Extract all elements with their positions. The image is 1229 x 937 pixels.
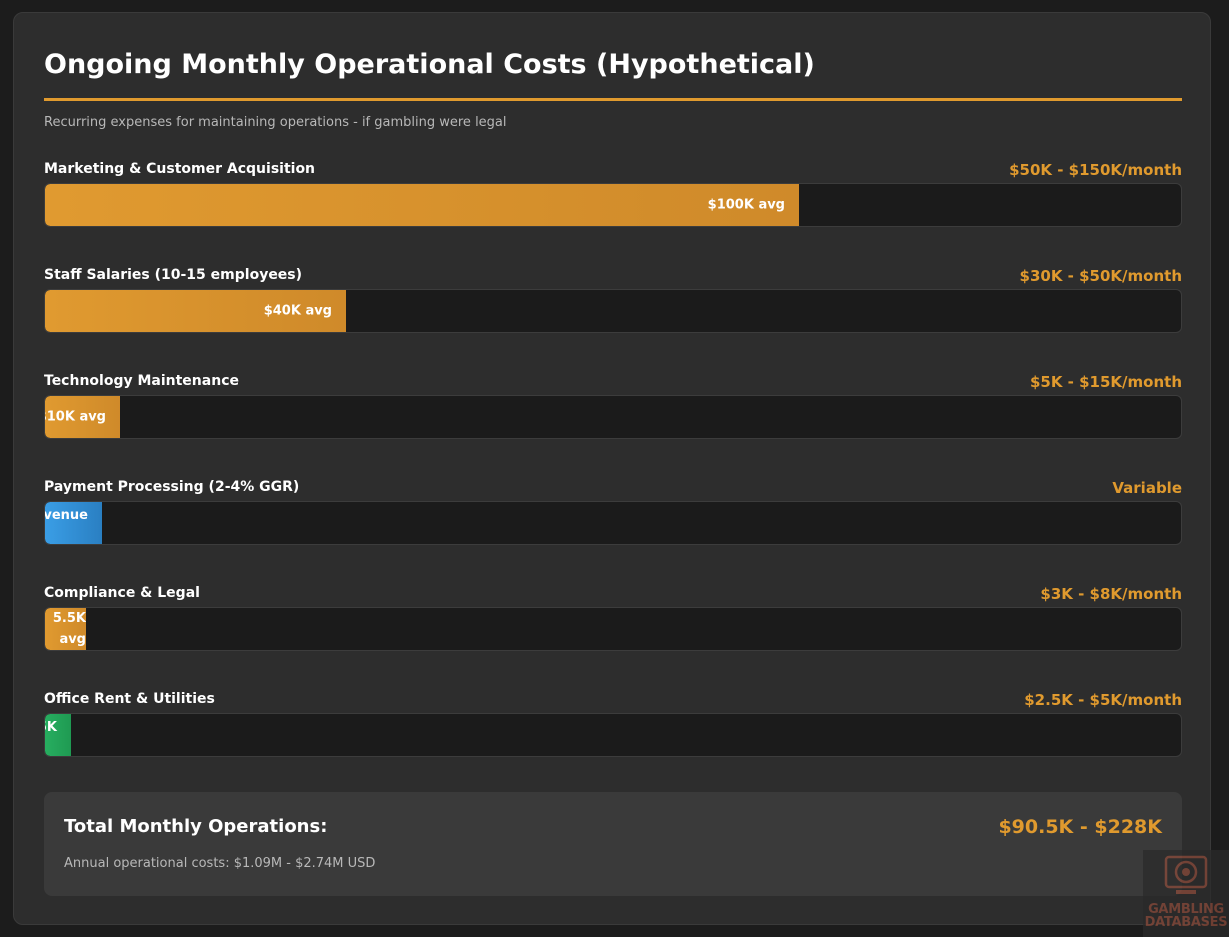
title-divider <box>44 98 1182 101</box>
bar: 5K <box>45 714 71 756</box>
bar-track: 5.5K avg <box>44 607 1182 651</box>
cost-row: Technology Maintenance $5K - $15K/month $1… <box>44 373 1182 459</box>
cost-range-label: $30K - $50K/month <box>1019 267 1182 285</box>
cost-row: Staff Salaries (10-15 employees) $30K - $… <box>44 267 1182 353</box>
watermark-text-databases: DATABASES <box>1144 915 1228 930</box>
cost-range-label: $3K - $8K/month <box>1040 585 1182 603</box>
bar-track: 5K <box>44 713 1182 757</box>
cost-range-label: $2.5K - $5K/month <box>1024 691 1182 709</box>
category-label: Payment Processing (2-4% GGR) <box>44 479 300 495</box>
cost-range-label: $5K - $15K/month <box>1029 373 1182 391</box>
chart-subtitle: Recurring expenses for maintaining opera… <box>44 115 507 130</box>
category-label: Compliance & Legal <box>44 585 200 601</box>
cost-row: Compliance & Legal $3K - $8K/month 5.5K av… <box>44 585 1182 671</box>
bar: $100K avg <box>45 184 799 226</box>
bar-track: $10K avg <box>44 395 1182 439</box>
category-label: Technology Maintenance <box>44 373 239 389</box>
bar-track: $100K avg <box>44 183 1182 227</box>
category-label: Marketing & Customer Acquisition <box>44 161 316 177</box>
total-label: Total Monthly Operations: <box>64 816 328 837</box>
bar: $40K avg <box>45 290 346 332</box>
bar-value-label: $10K avg <box>45 409 106 425</box>
cost-row: Marketing & Customer Acquisition $50K - $… <box>44 161 1182 247</box>
chart-title: Ongoing Monthly Operational Costs (Hypot… <box>44 49 815 80</box>
category-label: Office Rent & Utilities <box>44 691 215 707</box>
bar-value-label: $40K avg <box>263 303 332 319</box>
cost-row: Office Rent & Utilities $2.5K - $5K/month… <box>44 691 1182 777</box>
cost-row: Payment Processing (2-4% GGR) Variable eve… <box>44 479 1182 565</box>
cost-range-label: Variable <box>1112 479 1182 497</box>
watermark-logo: GAMBLING DATABASES <box>1143 850 1229 937</box>
bar-value-label: 5K <box>45 720 57 735</box>
category-label: Staff Salaries (10-15 employees) <box>44 267 303 283</box>
annual-cost-note: Annual operational costs: $1.09M - $2.74… <box>64 856 376 871</box>
poker-chip-computer-icon <box>1164 855 1208 894</box>
bar: 5.5K avg <box>45 608 86 650</box>
bar-value-label: 5.5K avg <box>52 611 86 647</box>
chart-card: Ongoing Monthly Operational Costs (Hypot… <box>13 12 1211 925</box>
bar-value-label: $100K avg <box>707 197 785 213</box>
bar: $10K avg <box>45 396 120 438</box>
cost-range-label: $50K - $150K/month <box>1009 161 1182 179</box>
total-summary: Total Monthly Operations: $90.5K - $228K… <box>44 792 1182 896</box>
total-value: $90.5K - $228K <box>998 816 1162 838</box>
watermark-text-gambling: GAMBLING <box>1148 902 1224 917</box>
bar-track: $40K avg <box>44 289 1182 333</box>
